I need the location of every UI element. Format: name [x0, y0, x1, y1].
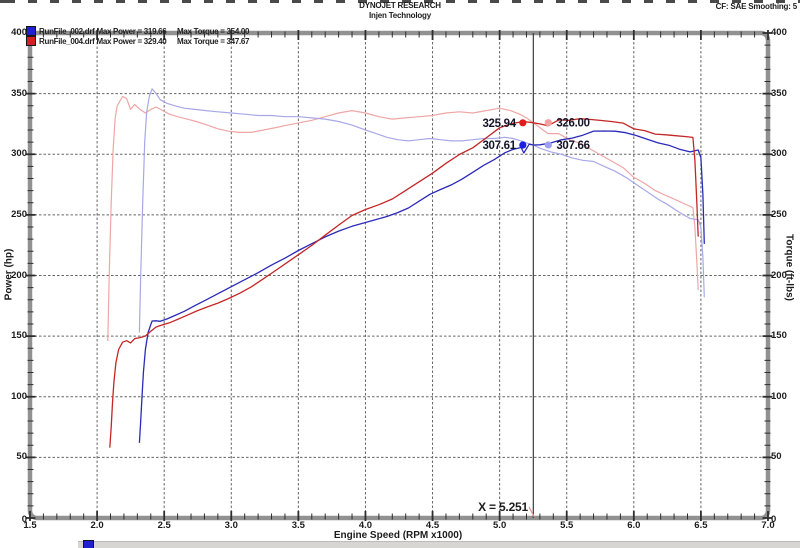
- x-tick-label: 3.0: [224, 520, 238, 531]
- y-axis-right-title: Torque (ft-lbs): [783, 233, 795, 302]
- cursor-marker-value: 307.66: [556, 140, 589, 152]
- legend-row-runfile-002[interactable]: RunFile_002.drf Max Power = 319.66 Max T…: [26, 26, 249, 36]
- y-tick-label-right: 400: [771, 27, 787, 38]
- run-002-color-swatch: [26, 26, 36, 36]
- x-tick-label: 4.5: [425, 520, 440, 531]
- cursor-marker-dot: [519, 141, 527, 149]
- x-tick-label: 2.5: [157, 520, 171, 531]
- report-title: DYNOJET RESEARCH: [359, 1, 441, 10]
- y-tick-label-right: 200: [771, 269, 787, 281]
- y-tick-label-right: 50: [771, 451, 782, 463]
- x-tick-label: 5.0: [493, 520, 507, 531]
- y-tick-label-left: 150: [11, 330, 27, 342]
- y-tick-label-right: 350: [771, 87, 787, 99]
- y-tick-label-left: 250: [11, 208, 27, 220]
- y-tick-label-right: 0: [771, 514, 777, 525]
- cursor-marker-value: 325.94: [482, 118, 516, 130]
- correction-smoothing-info: CF: SAE Smoothing: 5: [715, 2, 798, 11]
- cursor-marker-value: 326.00: [556, 118, 589, 130]
- y-tick-label-right: 300: [771, 148, 787, 160]
- top-ruler-ticks: [0, 0, 800, 3]
- x-tick-label: 7.0: [761, 520, 775, 531]
- y-tick-label-right: 100: [771, 390, 787, 402]
- run-004-name-and-power: RunFile_004.drf Max Power = 329.40: [39, 36, 167, 46]
- x-tick-label: 2.0: [90, 520, 104, 531]
- cursor-marker-value: 307.61: [482, 140, 516, 152]
- legend-row-runfile-004[interactable]: RunFile_004.drf Max Power = 329.40 Max T…: [26, 36, 249, 46]
- y-tick-label-left: 100: [11, 390, 27, 402]
- report-subtitle: Injen Technology: [369, 11, 431, 20]
- power-runfile-004-curve: [109, 117, 699, 448]
- y-tick-label-left: 0: [21, 514, 27, 525]
- y-tick-label-left: 350: [11, 87, 27, 99]
- clipped-legend-swatch: [83, 540, 94, 548]
- report-header: DYNOJET RESEARCH Injen Technology: [250, 1, 550, 20]
- run-004-max-torque: Max Torque = 347.67: [177, 36, 250, 46]
- cursor-marker-dot: [519, 119, 527, 127]
- x-tick-label: 4.0: [358, 520, 373, 531]
- clipped-lower-panel: [78, 541, 800, 548]
- torque-runfile-004-curve: [107, 95, 699, 342]
- cursor-marker-dot: [544, 141, 552, 149]
- y-tick-label-right: 250: [771, 208, 787, 220]
- y-tick-label-right: 150: [771, 330, 787, 342]
- y-tick-label-left: 200: [11, 269, 27, 281]
- x-tick-label: 5.5: [560, 520, 574, 531]
- run-legend: RunFile_002.drf Max Power = 319.66 Max T…: [26, 26, 249, 46]
- y-tick-label-left: 300: [11, 148, 27, 160]
- x-tick-label: 1.5: [23, 520, 37, 531]
- run-002-name-and-power: RunFile_002.drf Max Power = 319.66: [39, 26, 167, 36]
- x-tick-label: 6.0: [627, 520, 641, 531]
- y-tick-label-left: 50: [16, 451, 27, 463]
- x-tick-label: 6.5: [694, 520, 708, 531]
- y-tick-label-left: 400: [11, 27, 27, 38]
- x-axis-title: Engine Speed (RPM x1000): [333, 530, 463, 541]
- cursor-marker-dot: [544, 119, 552, 127]
- cursor-label-leader-line: [528, 506, 535, 518]
- run-002-max-torque: Max Torque = 354.00: [177, 26, 250, 36]
- power-runfile-002-curve: [138, 130, 705, 443]
- torque-runfile-002-curve: [138, 88, 705, 333]
- cursor-x-value-label: X = 5.251: [478, 500, 528, 514]
- x-tick-label: 3.5: [291, 520, 305, 531]
- run-004-color-swatch: [26, 36, 36, 46]
